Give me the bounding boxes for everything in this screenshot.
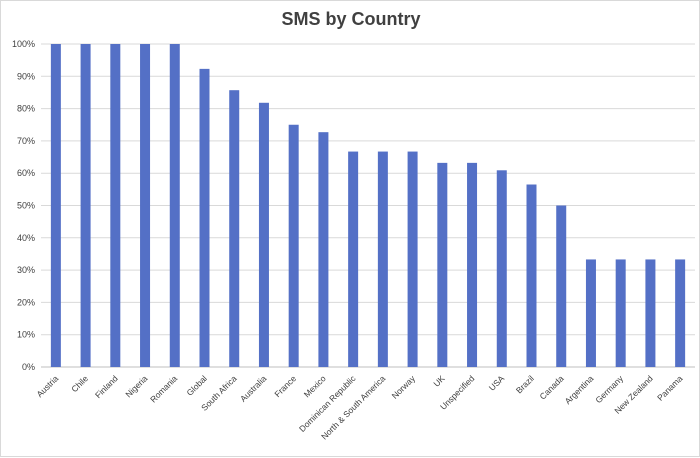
x-tick-label: Nigeria: [123, 373, 149, 399]
bar: [615, 259, 626, 367]
y-tick-label: 40%: [17, 233, 35, 243]
bar: [229, 90, 240, 368]
x-tick-label: Panama: [655, 373, 685, 403]
x-tick-label: Chile: [69, 373, 90, 394]
bar: [496, 170, 507, 367]
bar: [526, 184, 537, 367]
bar: [318, 132, 329, 367]
x-tick-label: Norway: [390, 373, 418, 401]
y-tick-label: 80%: [17, 104, 35, 114]
bar: [140, 44, 151, 367]
y-tick-label: 100%: [12, 39, 35, 49]
bar: [199, 68, 210, 367]
bar: [585, 259, 596, 367]
x-tick-label: Australia: [238, 373, 269, 404]
bar: [288, 124, 299, 367]
x-tick-label: Brazil: [514, 373, 536, 395]
x-tick-label: France: [272, 373, 298, 399]
x-tick-label: Canada: [538, 373, 566, 401]
bar: [377, 151, 388, 367]
x-tick-label: USA: [487, 373, 507, 393]
bar: [467, 162, 478, 367]
y-tick-label: 0%: [22, 362, 35, 372]
bar: [675, 259, 686, 367]
bar: [258, 102, 269, 367]
x-tick-label: Austria: [34, 373, 60, 399]
y-tick-label: 70%: [17, 136, 35, 146]
x-tick-label: Argentina: [563, 373, 596, 406]
bar: [80, 44, 91, 367]
y-tick-label: 20%: [17, 297, 35, 307]
x-tick-label: Romania: [148, 373, 179, 404]
chart-title: SMS by Country: [281, 9, 421, 29]
y-tick-label: 60%: [17, 168, 35, 178]
bar: [169, 44, 180, 367]
bar: [556, 205, 567, 367]
bar: [437, 162, 448, 367]
x-tick-label: Global: [184, 373, 209, 398]
y-tick-label: 50%: [17, 201, 35, 211]
x-tick-label: UK: [431, 373, 447, 389]
bar: [407, 151, 418, 367]
bar: [110, 44, 121, 367]
x-tick-label: Finland: [93, 373, 120, 400]
bar: [50, 44, 61, 367]
y-tick-label: 90%: [17, 71, 35, 81]
x-tick-label: Mexico: [302, 373, 328, 399]
y-tick-label: 10%: [17, 330, 35, 340]
bar: [645, 259, 656, 367]
bar: [348, 151, 359, 367]
y-tick-label: 30%: [17, 265, 35, 275]
